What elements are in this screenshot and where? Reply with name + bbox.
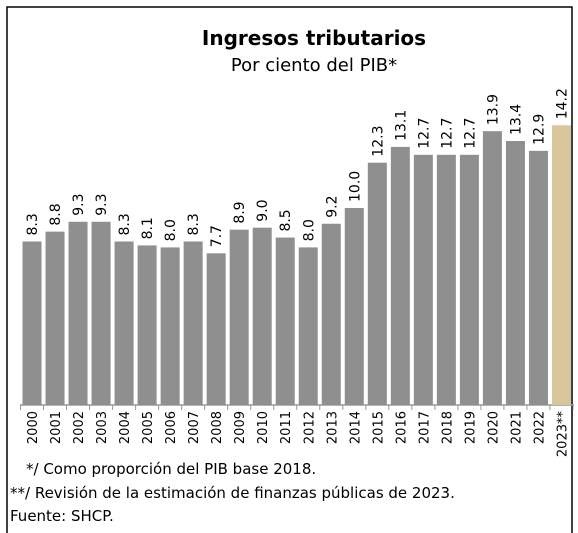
x-tick-label: 2014 (348, 411, 363, 444)
value-label: 8.5 (278, 209, 294, 231)
x-tick-label: 2017 (417, 411, 432, 444)
x-tick-label: 2021 (509, 411, 524, 444)
bar (22, 241, 42, 405)
x-tick-label: 2009 (233, 411, 248, 444)
bar (367, 162, 387, 405)
x-tick-label: 2020 (486, 411, 501, 444)
x-tick-label: 2019 (463, 411, 478, 444)
x-tick-label: 2000 (26, 411, 41, 444)
bar (459, 154, 479, 405)
value-label: 8.8 (48, 203, 64, 225)
x-tick-label: 2015 (371, 411, 386, 444)
bar (160, 247, 180, 405)
value-label: 8.3 (186, 213, 202, 235)
value-label: 9.0 (255, 199, 271, 221)
value-label: 14.2 (554, 88, 570, 119)
bar (551, 125, 571, 405)
bar (45, 231, 65, 405)
bar (298, 247, 318, 405)
value-label: 9.2 (324, 195, 340, 217)
bar (137, 245, 157, 405)
bar (206, 253, 226, 405)
x-tick-label: 2007 (187, 411, 202, 444)
bar (114, 241, 134, 405)
bar (91, 221, 111, 405)
bar (528, 150, 548, 405)
value-label: 8.9 (232, 201, 248, 223)
x-tick-label: 2008 (210, 411, 225, 444)
chart-title: Ingresos tributarios (202, 26, 426, 50)
x-tick-label: 2012 (302, 411, 317, 444)
value-label: 13.9 (485, 94, 501, 125)
x-tick-label: 2016 (394, 411, 409, 444)
bar (183, 241, 203, 405)
bar (505, 141, 525, 405)
footnote: */ Como proporción del PIB base 2018. (26, 460, 316, 478)
x-tick-label: 2005 (141, 411, 156, 444)
bar (252, 227, 272, 405)
x-tick-label: 2010 (256, 411, 271, 444)
value-label: 8.3 (117, 213, 133, 235)
value-label: 8.1 (140, 217, 156, 239)
bar (482, 131, 502, 406)
x-tick-label: 2013 (325, 411, 340, 444)
x-tick-label: 2003 (95, 411, 110, 444)
value-label: 12.7 (439, 118, 455, 149)
value-label: 12.7 (416, 118, 432, 149)
x-tick-label: 2006 (164, 411, 179, 444)
value-label: 7.7 (209, 225, 225, 247)
value-label: 9.3 (71, 194, 87, 216)
footnote: **/ Revisión de la estimación de finanza… (10, 484, 455, 502)
value-label: 8.3 (25, 213, 41, 235)
x-tick-label: 2002 (72, 411, 87, 444)
value-label: 8.0 (301, 219, 317, 241)
value-label: 13.4 (508, 104, 524, 135)
footnote: Fuente: SHCP. (10, 507, 114, 525)
value-label: 9.3 (94, 194, 110, 216)
x-tick-label: 2004 (118, 411, 133, 444)
chart-subtitle: Por ciento del PIB* (231, 55, 397, 76)
bar (68, 221, 88, 405)
value-label: 10.0 (347, 171, 363, 202)
value-label: 12.9 (531, 114, 547, 145)
x-tick-label: 2011 (279, 411, 294, 444)
bar (436, 154, 456, 405)
frame (6, 6, 573, 533)
value-label: 13.1 (393, 110, 409, 141)
bar (229, 229, 249, 405)
bar (413, 154, 433, 405)
x-tick-label: 2018 (440, 411, 455, 444)
bar (275, 237, 295, 405)
bar (344, 208, 364, 405)
bar (321, 223, 341, 405)
bar (390, 146, 410, 405)
x-tick-label: 2022 (532, 411, 547, 444)
x-tick-label: 2001 (49, 411, 64, 444)
value-label: 12.3 (370, 126, 386, 157)
x-tick-label: 2023** (555, 411, 570, 458)
value-label: 12.7 (462, 118, 478, 149)
value-label: 8.0 (163, 219, 179, 241)
